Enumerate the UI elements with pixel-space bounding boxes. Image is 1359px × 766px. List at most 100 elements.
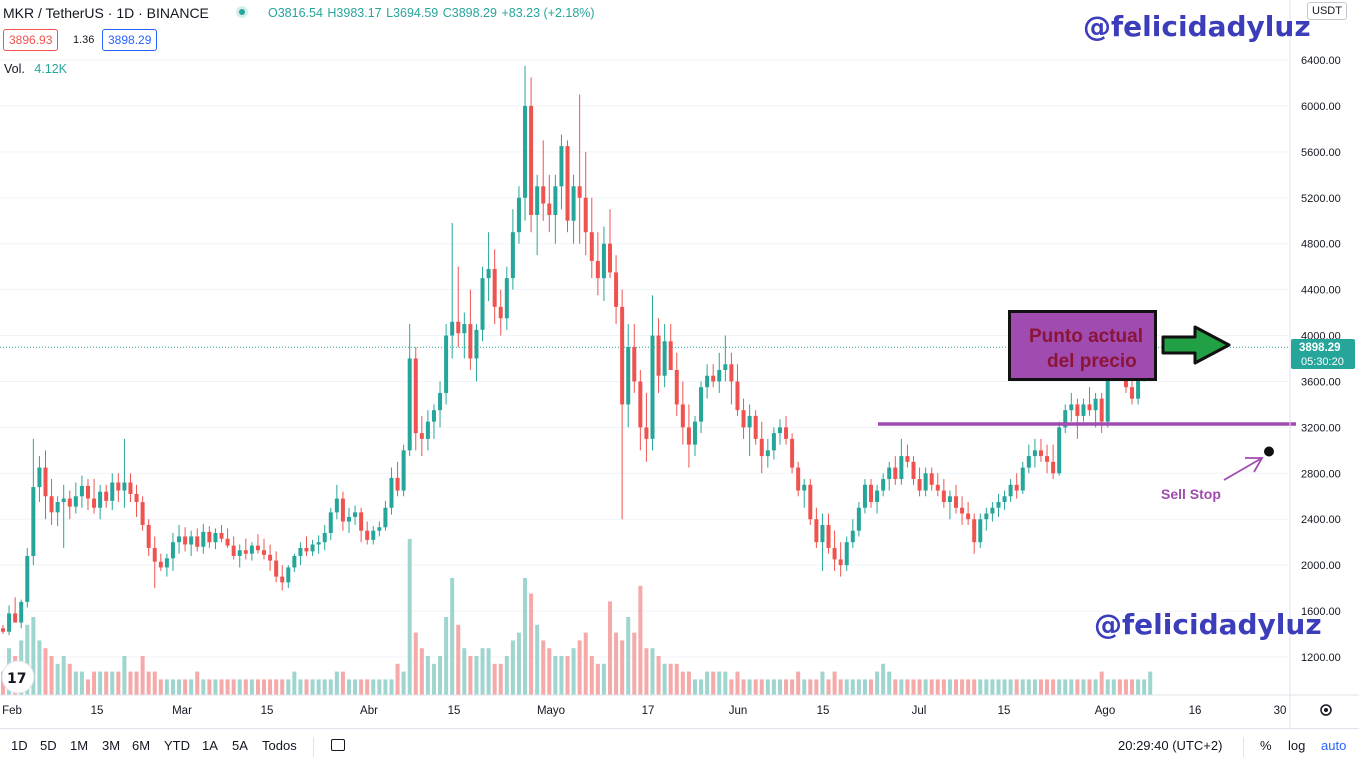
bottom-toolbar: 1D 5D 1M 3M 6M YTD 1A 5A Todos 20:29:40 … [0,728,1359,766]
volume-bar [401,671,406,695]
volume-bar [383,679,388,695]
volume-bar [170,679,175,695]
date-range-icon[interactable] [331,739,345,751]
candle-body [589,232,594,261]
volume-bar [699,679,704,695]
volume-bar [468,656,473,695]
candle-body [243,550,248,554]
candle-body [808,484,813,520]
timeframe-1a[interactable]: 1A [202,738,218,753]
volume-bar [462,648,467,695]
volume-bar [723,671,728,695]
timeframe-6m[interactable]: 6M [132,738,151,753]
candle-body [431,410,436,422]
volume-bar [565,656,570,695]
volume-bar [905,679,910,695]
candle-body [462,324,467,334]
symbol-title[interactable]: MKR / TetherUS · 1D · BINANCE [3,5,209,21]
candle-body [1087,404,1092,411]
candle-body [565,146,570,221]
volume-bar [158,679,163,695]
candle-body [280,576,285,583]
timeframe-1d[interactable]: 1D [11,738,28,753]
candle-body [195,536,200,547]
timeframe-ytd[interactable]: YTD [164,738,190,753]
percent-toggle[interactable]: % [1260,738,1272,753]
y-tick-label: 2400.00 [1301,514,1341,526]
candle-body [31,487,36,556]
volume-bar [917,679,922,695]
volume-bar [765,679,770,695]
candle-body [656,335,661,376]
candle-body [292,555,297,568]
volume-bar [820,671,825,695]
candle-body [692,421,697,445]
ask-button[interactable]: 3898.29 [102,29,158,51]
settings-gear-icon[interactable] [1320,704,1332,716]
log-toggle[interactable]: log [1288,738,1306,753]
volume-bar [553,656,558,695]
timeframe-todos[interactable]: Todos [262,738,297,753]
candle-body [1020,467,1025,491]
y-tick-label: 6000.00 [1301,101,1341,113]
currency-button[interactable]: USDT [1307,2,1347,20]
x-tick-label: 15 [998,705,1011,717]
timeframe-1m[interactable]: 1M [70,738,89,753]
volume-bar [334,671,339,695]
timeframe-3m[interactable]: 3M [102,738,121,753]
candle-body [67,498,72,507]
candle-body [790,438,795,468]
volume-bars [1,539,1153,695]
clock-display[interactable]: 20:29:40 (UTC+2) [1118,738,1223,753]
volume-bar [947,679,952,695]
volume-bar [37,640,42,695]
volume-bar [608,601,612,695]
candle-body [177,536,182,543]
candle-body [996,502,1001,508]
candle-body [37,467,42,488]
candle-body [869,484,874,503]
volume-bar [595,663,600,695]
candle-body [486,268,491,279]
volume-bar [359,679,364,695]
x-tick-label: 16 [1189,705,1202,717]
candle-body [978,519,983,543]
candle-body [777,427,782,434]
candle-body [1045,456,1050,462]
volume-bar [1136,679,1141,695]
sell-stop-label: Sell Stop [1161,486,1221,502]
candle-body [608,243,612,273]
timeframe-5a[interactable]: 5A [232,738,248,753]
bid-button[interactable]: 3896.93 [3,29,59,51]
auto-toggle[interactable]: auto [1321,738,1347,753]
time-axis: Feb 15 Mar 15 Abr 15 Mayo 17 Jun 15 Jul 15 Ago 16 30 [2,705,1286,717]
y-tick-label: 2800.00 [1301,468,1341,480]
candle-body [960,507,965,514]
volume-bar [255,679,260,695]
candle-body [1014,484,1019,491]
candle-body [735,381,740,411]
volume-bar [529,593,534,695]
volume-bar [1026,679,1031,695]
candle-body [43,467,48,497]
candle-body [365,530,370,540]
volume-bar [146,671,151,695]
volume-bar [316,679,321,695]
volume-bar [626,617,631,695]
candle-body [887,467,892,480]
timeframe-5d[interactable]: 5D [40,738,57,753]
candle-body [19,601,24,623]
candle-body [1075,404,1080,416]
candle-body [638,381,643,428]
volume-bar [43,648,48,695]
volume-bar [274,679,279,695]
candle-body [1081,404,1086,416]
volume-bar [55,663,60,695]
x-tick-label: 17 [642,705,655,717]
candle-body [49,496,54,513]
candle-body [796,467,801,491]
tradingview-logo-icon[interactable]: 17 [1,660,35,694]
volume-bar [1051,679,1056,695]
candle-body [25,555,30,602]
